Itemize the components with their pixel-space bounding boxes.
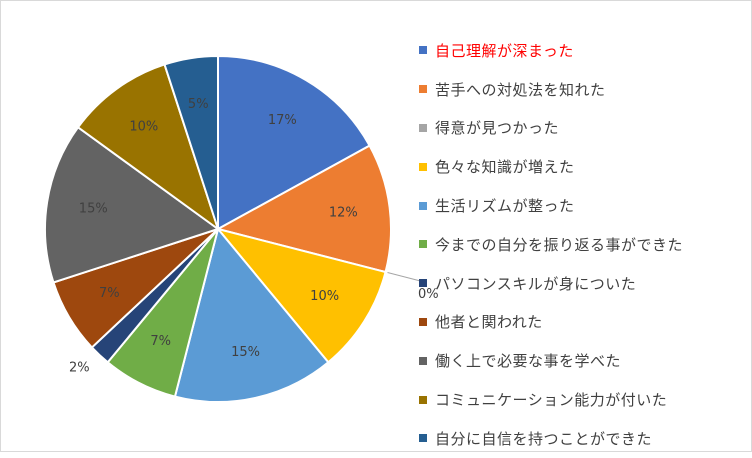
legend-item: 働く上で必要な事を学べた — [419, 341, 749, 380]
legend-swatch — [419, 46, 427, 55]
legend-label: 色々な知識が増えた — [435, 158, 575, 177]
pie-slice-4 — [173, 226, 330, 403]
legend-label: 自分に自信を持つことができた — [435, 429, 653, 448]
legend-item: パソコンスキルが身についた — [419, 264, 749, 303]
pie-slice-0 — [217, 54, 371, 231]
legend-label: 働く上で必要な事を学べた — [435, 352, 622, 371]
legend-label: コミュニケーション能力が付いた — [435, 391, 668, 410]
legend-swatch — [419, 162, 427, 171]
data-label-1: 12% — [329, 206, 358, 221]
legend: 自己理解が深まった苦手への対処法を知れた 得意が見つかった 色々な知識が増えた 生活リ… — [419, 31, 749, 458]
legend-label: 自己理解が深まった — [435, 41, 574, 60]
legend-swatch — [419, 434, 427, 443]
pie-slice-8 — [44, 125, 221, 284]
pie-slice-1 — [215, 144, 392, 274]
legend-label: パソコンスキルが身についた — [435, 274, 637, 293]
legend-item: 生活リズムが整った — [419, 186, 749, 225]
legend-swatch — [419, 201, 427, 210]
data-label-5: 7% — [150, 334, 171, 349]
legend-item: 色々な知識が増えた — [419, 147, 749, 186]
legend-label: 今までの自分を振り返る事ができた — [435, 235, 684, 254]
legend-swatch — [419, 123, 427, 132]
data-label-2: 0% — [418, 287, 439, 302]
data-labels: 17% 12% 0% 10% 15% 7% 2% 7% 15% 10% 5% — [69, 97, 439, 376]
legend-item: 自分に自信を持つことができた — [419, 419, 749, 458]
data-label-7: 7% — [99, 286, 120, 301]
legend-label: 得意が見つかった — [435, 119, 560, 138]
data-label-8: 15% — [79, 202, 108, 217]
pie-slice-9 — [76, 63, 220, 232]
data-label-6: 2% — [69, 361, 90, 376]
data-label-10: 5% — [188, 97, 209, 112]
data-label-3: 10% — [310, 289, 339, 304]
legend-label: 他者と関われた — [435, 313, 543, 332]
legend-item: コミュニケーション能力が付いた — [419, 380, 749, 419]
legend-item: 他者と関われた — [419, 303, 749, 342]
legend-swatch — [419, 240, 427, 249]
legend-item: 今までの自分を振り返る事ができた — [419, 225, 749, 264]
legend-label: 苦手への対処法を知れた — [435, 80, 606, 99]
legend-swatch — [419, 395, 427, 404]
data-label-4: 15% — [231, 345, 260, 360]
pie-slice-10 — [163, 54, 219, 230]
legend-swatch — [419, 356, 427, 365]
legend-item: 苦手への対処法を知れた — [419, 70, 749, 109]
legend-swatch — [419, 279, 427, 288]
data-label-0: 17% — [268, 113, 297, 128]
legend-swatch — [419, 85, 427, 94]
pie-slice-3 — [215, 227, 387, 364]
legend-item: 得意が見つかった — [419, 109, 749, 148]
data-label-9: 10% — [129, 119, 158, 134]
legend-item: 自己理解が深まった — [419, 31, 749, 70]
pie-slices — [44, 54, 392, 403]
legend-label: 生活リズムが整った — [435, 197, 575, 216]
legend-swatch — [419, 317, 427, 326]
